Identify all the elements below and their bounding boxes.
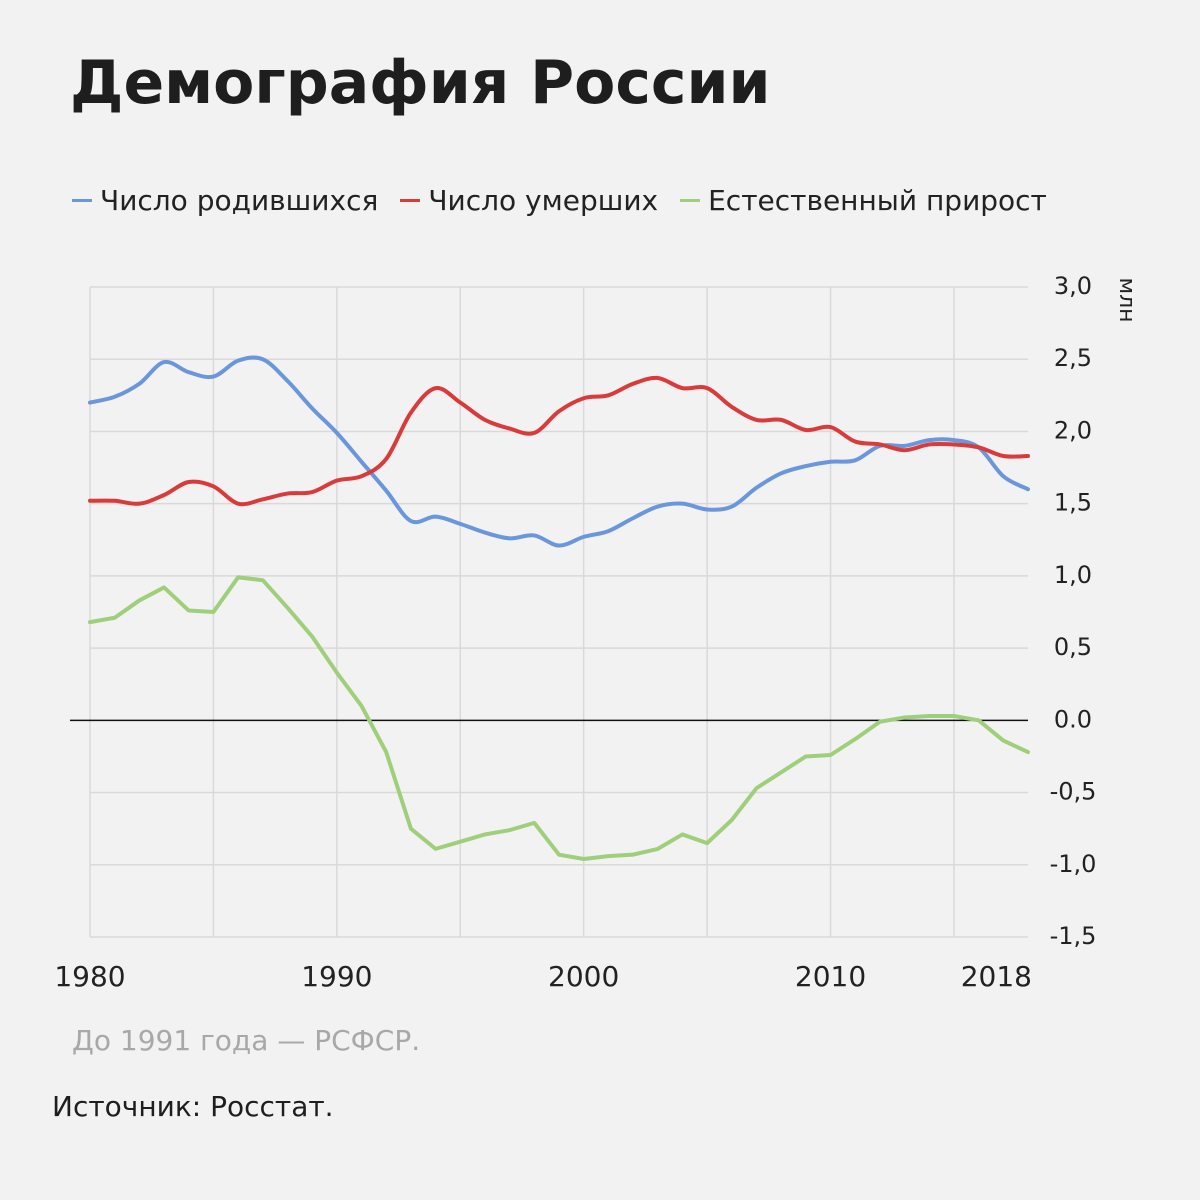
legend-item: Число родившихся [72, 184, 378, 217]
series-line [88, 575, 1030, 861]
legend-item: Число умерших [400, 184, 658, 217]
chart: -1,5 -1,0 -0,5 0.0 0,5 1,0 1,5 2,0 2,5 3,0 млн 1980… [54, 272, 1139, 993]
y-tick-label: -1,5 [1050, 922, 1097, 950]
y-tick-label: -0,5 [1050, 778, 1097, 806]
legend-label: Естественный прирост [708, 184, 1047, 217]
y-tick-label: -1,0 [1050, 850, 1097, 878]
chart-title: Демография России [70, 48, 771, 118]
y-tick-label: 3,0 [1054, 272, 1092, 300]
series-line [88, 375, 1030, 507]
y-tick-label: 2,5 [1054, 344, 1092, 372]
legend-item: Естественный прирост [680, 184, 1047, 217]
series-line [88, 355, 1030, 548]
legend-swatch [400, 199, 421, 202]
x-tick-label: 2010 [795, 960, 866, 993]
legend-label: Число умерших [428, 184, 659, 217]
source: Источник: Росстат. [52, 1090, 334, 1123]
y-tick-label: 0,5 [1054, 633, 1092, 661]
legend-swatch [680, 199, 701, 202]
y-tick-label: 0.0 [1054, 705, 1092, 733]
x-tick-label: 1980 [54, 960, 125, 993]
x-tick-label: 2018 [961, 960, 1032, 993]
legend-label: Число родившихся [100, 184, 379, 217]
y-tick-label: 1,5 [1054, 489, 1092, 517]
legend-swatch [72, 199, 92, 202]
note: До 1991 года — РСФСР. [72, 1024, 421, 1057]
y-tick-label: 2,0 [1054, 416, 1092, 444]
x-tick-label: 2000 [548, 960, 619, 993]
y-axis-label: млн [1114, 277, 1139, 322]
legend: Число родившихся Число умерших Естественны… [72, 184, 1047, 217]
y-tick-label: 1,0 [1054, 561, 1092, 589]
x-tick-label: 1990 [301, 960, 372, 993]
